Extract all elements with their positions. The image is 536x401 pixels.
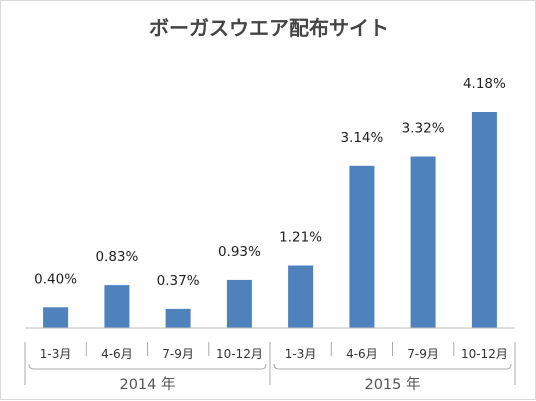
category-label: 10-12月 [461,347,508,361]
category-label: 10-12月 [216,347,263,361]
category-label: 1-3月 [285,347,317,361]
bar [410,156,436,328]
bar-value-label: 0.37% [157,273,200,289]
bar [43,307,69,328]
category-label: 4-6月 [346,347,378,361]
bar [288,265,314,328]
chart-title: ボーガスウエア配布サイト [149,16,389,40]
category-label: 7-9月 [162,347,194,361]
category-labels-layer: 1-3月 4-6月 7-9月 10-12月 1-3月 4-6月 7-9月 10-12月 [40,347,508,361]
category-label: 7-9月 [407,347,439,361]
bar-value-label: 1.21% [279,230,322,246]
bar [471,112,497,328]
bar [226,279,252,328]
category-label: 4-6月 [101,347,133,361]
year-group-label: 2015 年 [364,376,420,393]
group-bracket [273,363,512,370]
value-labels-layer: 0.40% 0.83% 0.37% 0.93% 1.21% 3.14% 3.32% 4.18% [34,76,506,289]
bar [349,165,375,328]
bars-layer [43,112,497,328]
bar-value-label: 3.32% [402,121,445,137]
bar [165,308,191,328]
bar-value-label: 3.14% [340,130,383,146]
bar-value-label: 0.83% [95,249,138,265]
category-groups-layer: 2014 年 2015 年 [24,342,516,393]
bar-value-label: 0.93% [218,244,261,260]
bar-value-label: 4.18% [463,76,506,92]
category-label: 1-3月 [40,347,72,361]
bar [104,285,130,328]
year-group-label: 2014 年 [119,376,175,393]
bar-value-label: 0.40% [34,271,77,287]
group-bracket [28,363,267,370]
